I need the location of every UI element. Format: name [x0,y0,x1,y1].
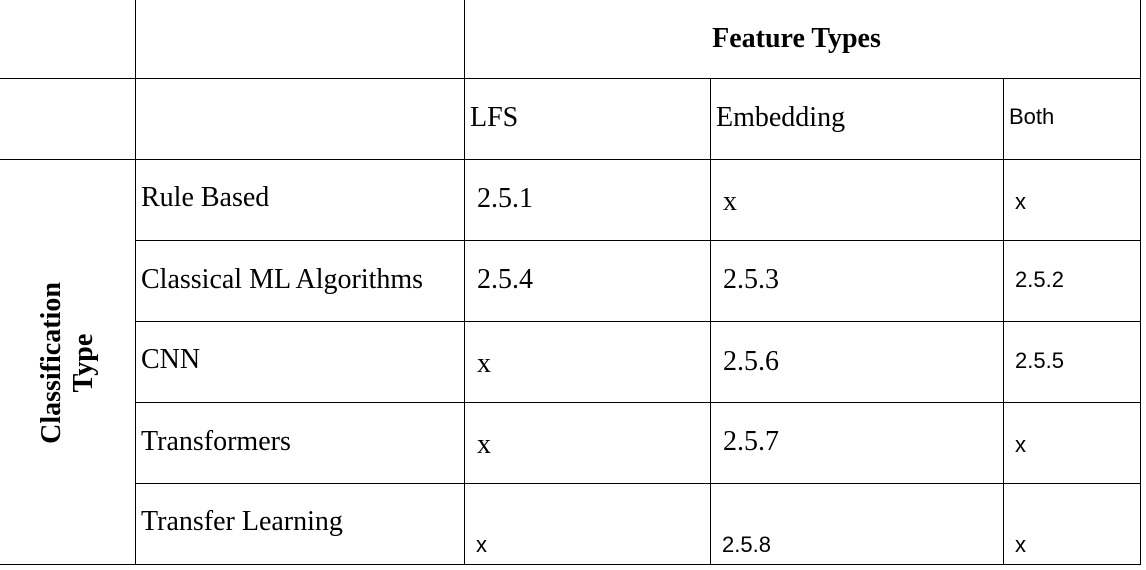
cell-transformers-both: x [1015,432,1026,457]
row-label-transformers: Transformers [141,426,291,457]
rule-subheader-bottom [0,159,1140,160]
cell-rule-based-embedding: x [723,186,737,217]
classification-type-line2: Type [67,333,99,392]
rule-right-edge [1140,0,1141,565]
column-header-both: Both [1009,104,1055,129]
cell-transfer-learning-embedding: 2.5.8 [722,532,771,557]
rule-col-stub [135,0,136,565]
row-label-transfer-learning: Transfer Learning [141,506,343,537]
rule-top-header-bottom [0,78,1140,79]
cell-rule-based-both: x [1015,189,1026,214]
cell-rule-based-lfs: 2.5.1 [477,183,533,214]
cell-classical-ml-both: 2.5.2 [1015,267,1064,292]
row-label-classical-ml: Classical ML Algorithms [141,264,424,295]
cell-classical-ml-lfs: 2.5.4 [477,264,533,295]
cell-transfer-learning-both: x [1015,532,1026,557]
classification-type-line1: Classification [35,281,67,444]
cell-classical-ml-embedding: 2.5.3 [723,264,779,295]
rule-table-bottom [0,564,1140,565]
feature-types-header: Feature Types [712,23,881,54]
rule-col-label [464,0,465,565]
rule-col-embedding [1003,78,1004,565]
cell-cnn-both: 2.5.5 [1015,348,1064,373]
column-header-embedding: Embedding [716,102,846,133]
cell-transformers-embedding: 2.5.7 [723,426,779,457]
column-header-lfs: LFS [470,102,519,133]
rule-row-2-bottom [135,321,1140,322]
cell-transfer-learning-lfs: x [476,532,487,557]
row-label-cnn: CNN [141,344,201,375]
classification-type-label: Classification Type [0,160,135,565]
cell-cnn-embedding: 2.5.6 [723,346,779,377]
rule-row-4-bottom [135,483,1140,484]
rule-row-3-bottom [135,402,1140,403]
rule-row-1-bottom [135,240,1140,241]
cell-cnn-lfs: x [477,348,491,379]
row-label-rule-based: Rule Based [141,182,270,213]
rule-col-lfs [710,78,711,565]
cell-transformers-lfs: x [477,429,491,460]
